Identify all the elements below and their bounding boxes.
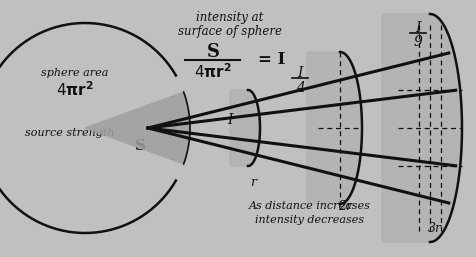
Text: I: I <box>415 21 421 35</box>
Text: As distance increases: As distance increases <box>249 201 371 211</box>
Text: surface of sphere: surface of sphere <box>178 25 282 39</box>
Polygon shape <box>307 52 362 204</box>
Polygon shape <box>230 90 260 166</box>
Text: sphere area: sphere area <box>41 68 109 78</box>
Polygon shape <box>382 14 462 242</box>
Text: S: S <box>135 139 146 153</box>
Text: r: r <box>250 177 256 189</box>
Text: intensity at: intensity at <box>196 12 264 24</box>
Text: intensity decreases: intensity decreases <box>256 215 365 225</box>
Text: source strength: source strength <box>25 128 115 138</box>
Text: I: I <box>227 113 233 127</box>
Text: $4\mathbf{\pi} \mathbf{r^2}$: $4\mathbf{\pi} \mathbf{r^2}$ <box>56 81 94 99</box>
Text: $4 \mathbf{\pi} \mathbf{r^2}$: $4 \mathbf{\pi} \mathbf{r^2}$ <box>194 63 232 81</box>
Polygon shape <box>85 92 190 164</box>
Text: 3r: 3r <box>428 222 442 234</box>
Text: = I: = I <box>258 51 286 69</box>
Text: S: S <box>207 43 219 61</box>
Text: I: I <box>297 66 303 80</box>
Text: 4: 4 <box>296 81 305 95</box>
Text: 2r: 2r <box>338 199 352 213</box>
Text: 9: 9 <box>414 35 422 49</box>
